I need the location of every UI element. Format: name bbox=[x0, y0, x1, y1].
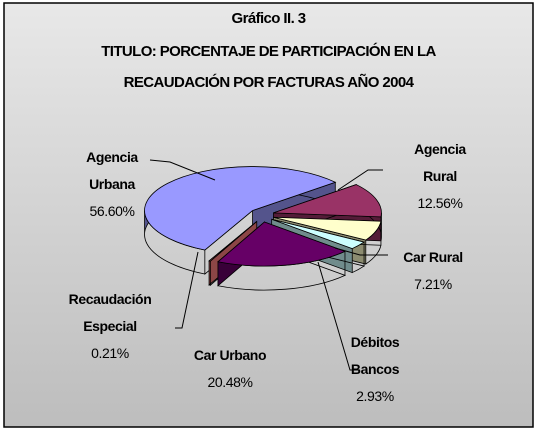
value-label: 56.60% bbox=[89, 203, 135, 219]
data-label: Car Rural 7.21% bbox=[388, 244, 478, 298]
value-label: 12.56% bbox=[417, 195, 463, 211]
slice-top bbox=[144, 166, 337, 251]
slice-top bbox=[208, 221, 258, 262]
chart-subtitle: TITULO: PORCENTAJE DE PARTICIPACIÓN EN L… bbox=[101, 43, 436, 60]
category-label: Car Rural bbox=[403, 249, 463, 265]
data-label: Agencia Rural 12.56% bbox=[400, 136, 480, 217]
value-label: 0.21% bbox=[91, 345, 129, 361]
data-label: Agencia Urbana 56.60% bbox=[72, 144, 152, 225]
category-label: Agencia Urbana bbox=[86, 149, 138, 192]
value-label: 2.93% bbox=[356, 388, 394, 404]
category-label: Recaudación Especial bbox=[68, 291, 152, 334]
chart-title: Gráfico II. 3 bbox=[231, 10, 307, 27]
slice-top bbox=[273, 216, 382, 241]
slice-top bbox=[217, 221, 347, 267]
slice-top bbox=[271, 218, 366, 249]
category-label: Agencia Rural bbox=[414, 141, 466, 184]
value-label: 20.48% bbox=[207, 374, 253, 390]
value-label: 7.21% bbox=[414, 276, 452, 292]
chart-subtitle: RECAUDACIÓN POR FACTURAS AÑO 2004 bbox=[123, 74, 414, 91]
data-label: Débitos Bancos 2.93% bbox=[340, 329, 410, 410]
leader-lines bbox=[149, 159, 388, 371]
category-label: Car Urbano bbox=[193, 347, 267, 363]
pie-slice bbox=[144, 166, 337, 275]
data-label: Recaudación Especial 0.21% bbox=[60, 286, 160, 367]
slice-top bbox=[273, 184, 382, 218]
pie-slice bbox=[217, 221, 347, 291]
data-label: Car Urbano 20.48% bbox=[180, 342, 280, 396]
category-label: Débitos Bancos bbox=[350, 334, 400, 377]
